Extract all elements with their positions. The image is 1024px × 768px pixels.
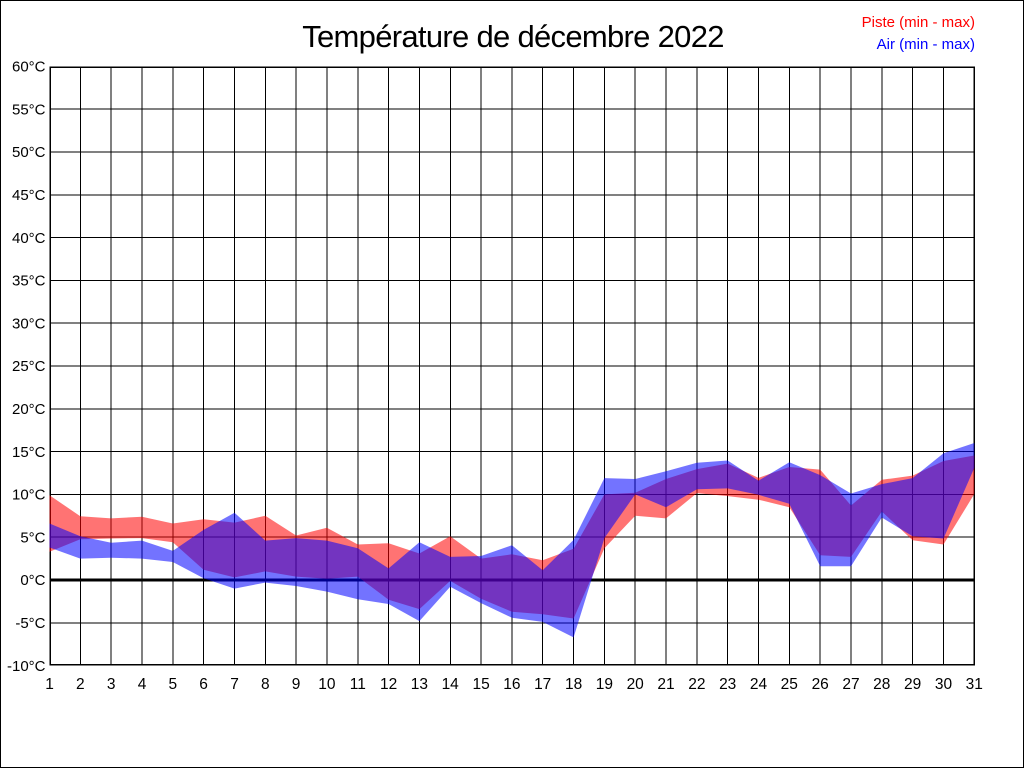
svg-text:25°C: 25°C <box>12 358 46 375</box>
svg-text:14: 14 <box>442 676 460 693</box>
svg-text:8: 8 <box>261 676 270 693</box>
svg-text:13: 13 <box>411 676 428 693</box>
svg-text:4: 4 <box>138 676 147 693</box>
svg-text:45°C: 45°C <box>12 187 46 204</box>
svg-text:28: 28 <box>873 676 890 693</box>
svg-text:27: 27 <box>842 676 859 693</box>
svg-text:11: 11 <box>350 676 366 693</box>
svg-text:5°C: 5°C <box>20 529 45 546</box>
svg-text:40°C: 40°C <box>12 230 46 247</box>
svg-text:1: 1 <box>45 676 54 693</box>
svg-text:23: 23 <box>719 676 736 693</box>
svg-text:30: 30 <box>935 676 953 693</box>
svg-text:55°C: 55°C <box>12 101 46 118</box>
svg-text:19: 19 <box>596 676 613 693</box>
svg-text:Température de décembre 2022: Température de décembre 2022 <box>302 19 724 54</box>
svg-text:-10°C: -10°C <box>7 658 46 675</box>
svg-text:20°C: 20°C <box>12 401 46 418</box>
svg-text:25: 25 <box>781 676 798 693</box>
svg-text:17: 17 <box>534 676 551 693</box>
svg-text:21: 21 <box>657 676 674 693</box>
svg-text:16: 16 <box>503 676 520 693</box>
svg-text:10°C: 10°C <box>12 487 46 504</box>
svg-text:7: 7 <box>230 676 239 693</box>
svg-text:2: 2 <box>76 676 85 693</box>
svg-text:15°C: 15°C <box>12 444 46 461</box>
svg-text:0°C: 0°C <box>20 572 45 589</box>
svg-text:26: 26 <box>812 676 829 693</box>
svg-text:12: 12 <box>380 676 397 693</box>
svg-text:60°C: 60°C <box>12 59 46 76</box>
svg-text:35°C: 35°C <box>12 273 46 290</box>
svg-text:5: 5 <box>168 676 177 693</box>
svg-text:50°C: 50°C <box>12 144 46 161</box>
svg-text:15: 15 <box>472 676 489 693</box>
svg-text:9: 9 <box>292 676 301 693</box>
svg-text:Air (min - max): Air (min - max) <box>877 36 975 53</box>
svg-text:29: 29 <box>904 676 921 693</box>
svg-text:18: 18 <box>565 676 582 693</box>
svg-text:Piste (min - max): Piste (min - max) <box>862 14 975 31</box>
svg-text:20: 20 <box>627 676 645 693</box>
svg-text:30°C: 30°C <box>12 315 46 332</box>
svg-text:10: 10 <box>318 676 336 693</box>
svg-text:22: 22 <box>688 676 705 693</box>
svg-text:24: 24 <box>750 676 768 693</box>
svg-text:31: 31 <box>966 676 983 693</box>
svg-text:6: 6 <box>199 676 208 693</box>
svg-text:3: 3 <box>107 676 116 693</box>
svg-text:-5°C: -5°C <box>15 615 45 632</box>
